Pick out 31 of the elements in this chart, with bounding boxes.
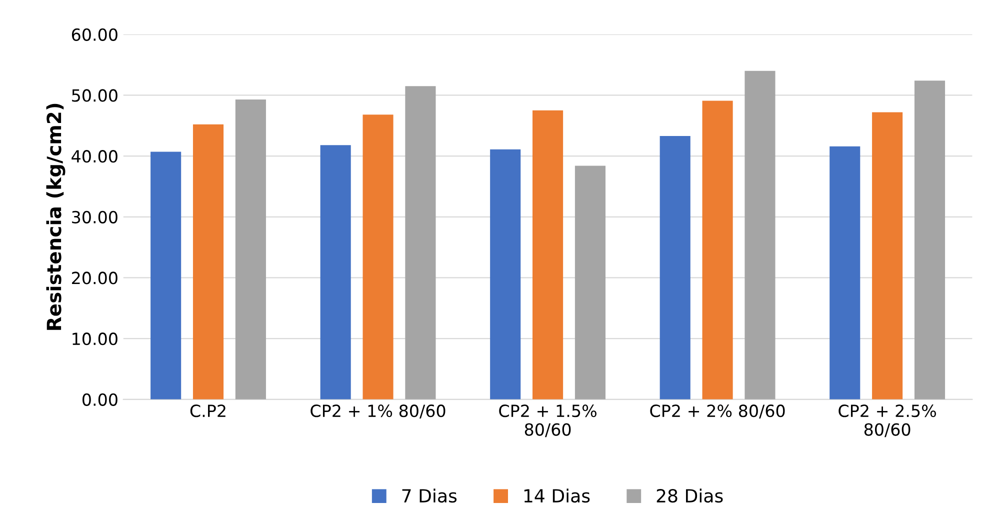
x-tick-label: CP2 + 2.5% 80/60 (838, 404, 936, 438)
y-tick-label: 10.00 (72, 332, 118, 346)
y-tick-label: 60.00 (72, 28, 118, 41)
x-tick-label: CP2 + 2% 80/60 (650, 404, 785, 418)
bar (532, 110, 564, 400)
bar (660, 136, 690, 400)
bar (702, 100, 733, 400)
x-tick-label: CP2 + 1.5% 80/60 (499, 404, 596, 438)
bar (192, 124, 224, 400)
y-tick-label: 20.00 (72, 272, 118, 284)
bar (362, 114, 394, 400)
bar (574, 166, 606, 400)
bar (235, 99, 266, 400)
y-axis-title: Resistencia (kg/cm2) (46, 104, 66, 330)
bar (405, 86, 436, 400)
y-tick-label: 40.00 (72, 150, 118, 163)
y-tick-label: 30.00 (72, 210, 118, 224)
legend-label: 7 Dias (402, 488, 457, 503)
bar (490, 149, 521, 400)
x-tick-label: CP2 + 1% 80/60 (310, 404, 446, 418)
bar (830, 146, 860, 400)
legend-label: 14 Dias (524, 488, 590, 503)
bar (914, 80, 946, 400)
bar (744, 70, 776, 400)
x-tick-label: C.P2 (190, 404, 226, 418)
y-tick-label: 50.00 (72, 89, 118, 102)
bar (150, 152, 182, 400)
bar (872, 112, 903, 400)
bar (320, 145, 351, 400)
y-tick-label: 0.00 (82, 393, 118, 406)
legend-label: 28 Dias (656, 488, 723, 503)
